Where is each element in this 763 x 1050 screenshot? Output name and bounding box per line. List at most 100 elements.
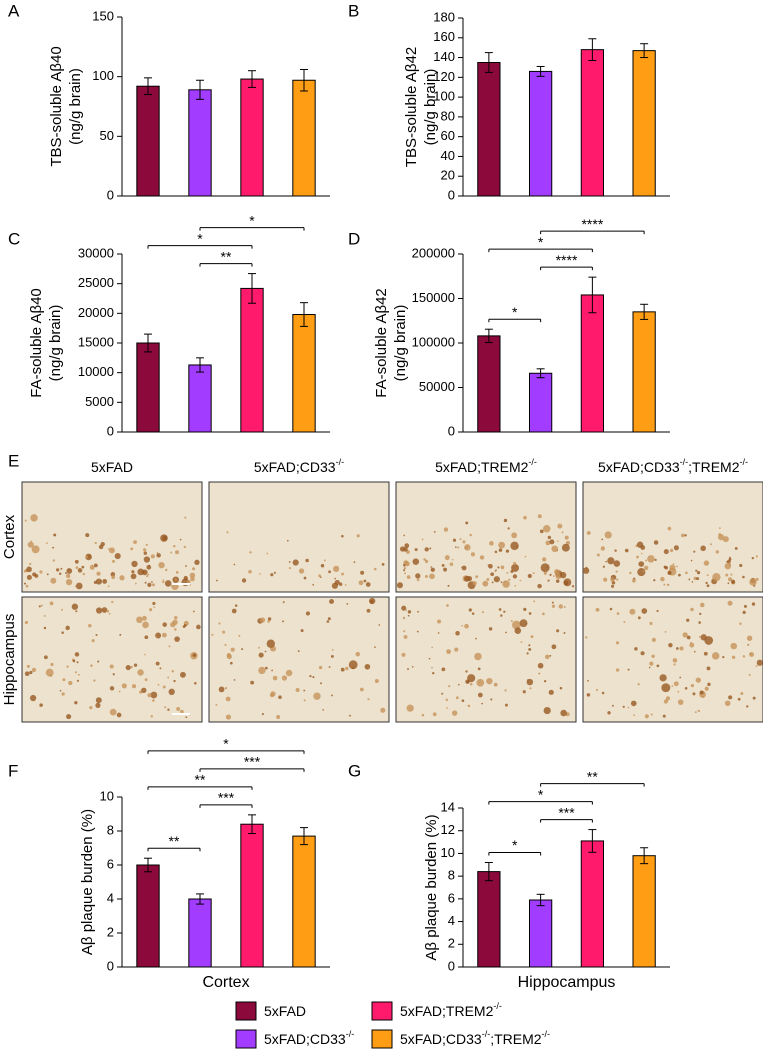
plaque — [269, 693, 275, 698]
plaque — [641, 608, 648, 614]
plaque — [475, 637, 477, 640]
plaque — [441, 563, 445, 567]
plaque — [95, 633, 98, 637]
superscript: -/- — [680, 457, 689, 467]
plaque — [26, 664, 30, 668]
plaque — [461, 625, 464, 627]
plaque — [514, 627, 522, 634]
plaque — [552, 575, 555, 577]
plaque — [130, 665, 133, 669]
plaque — [141, 687, 147, 693]
plaque — [755, 665, 758, 667]
plaque — [130, 573, 137, 580]
plaque — [149, 608, 153, 612]
plaque — [500, 565, 505, 570]
plaque — [333, 565, 340, 572]
plaque — [266, 639, 275, 648]
plaque — [661, 683, 671, 693]
micrograph — [208, 481, 390, 593]
y-tick-label: 14 — [441, 799, 455, 814]
plaque — [677, 699, 684, 705]
plaque — [486, 677, 493, 685]
plaque — [482, 580, 489, 587]
plaque — [470, 552, 476, 557]
plaque — [338, 582, 343, 586]
plaque — [131, 570, 135, 574]
plaque — [732, 581, 735, 584]
plaque — [547, 535, 552, 540]
plaque — [348, 660, 358, 670]
plaque — [601, 691, 605, 695]
plaque — [165, 568, 168, 572]
plaque — [425, 574, 428, 578]
plaque — [146, 575, 149, 578]
plaque — [676, 565, 678, 568]
significance-label: ** — [195, 772, 206, 788]
plaque — [367, 698, 370, 701]
plaque — [224, 687, 228, 690]
plaque — [131, 560, 138, 568]
plaque — [680, 533, 685, 538]
plaque — [690, 607, 694, 612]
x-axis-label: Cortex — [202, 974, 249, 991]
row-label: Cortex — [1, 514, 18, 559]
bar — [292, 835, 316, 968]
plaque — [477, 667, 481, 671]
y-tick-label: 0 — [448, 958, 455, 973]
plaque — [749, 652, 752, 656]
plaque — [542, 612, 545, 616]
plaque — [161, 632, 167, 638]
plaque — [512, 620, 521, 630]
y-axis-label: TBS-soluble Aβ42 — [403, 47, 420, 167]
plaque — [77, 673, 80, 676]
plaque — [479, 555, 485, 560]
plaque — [43, 655, 48, 660]
plaque — [65, 578, 73, 586]
plaque — [459, 538, 462, 541]
plaque — [722, 536, 729, 543]
plaque — [300, 629, 304, 633]
plaque — [669, 548, 674, 553]
plaque — [72, 659, 76, 663]
plaque — [461, 699, 465, 703]
plaque — [133, 663, 138, 667]
plaque — [615, 641, 620, 645]
plaque — [737, 697, 741, 701]
significance-label: **** — [581, 216, 603, 232]
plaque — [108, 612, 111, 615]
plaque — [156, 553, 161, 558]
plaque — [155, 636, 158, 639]
plaque — [406, 575, 411, 579]
plaque — [653, 540, 659, 545]
plaque — [699, 602, 705, 608]
text-part: ;TREM2 — [688, 459, 740, 475]
bar — [136, 85, 160, 197]
plaque — [58, 572, 62, 575]
plaque — [88, 623, 92, 628]
plaque — [451, 558, 454, 561]
plaque — [292, 559, 299, 566]
plaque — [563, 606, 566, 609]
y-tick-label: 80 — [441, 108, 455, 123]
plaque — [433, 530, 436, 533]
significance-label: *** — [244, 754, 261, 770]
bar — [292, 79, 316, 197]
plaque — [673, 545, 679, 551]
plaque — [328, 570, 331, 574]
bar — [632, 50, 656, 197]
plaque — [322, 709, 324, 711]
plaque — [323, 559, 326, 562]
plaque — [142, 621, 149, 629]
plaque — [98, 544, 104, 550]
plaque — [267, 617, 272, 621]
significance-label: * — [223, 736, 229, 752]
plaque — [43, 626, 47, 630]
plaque — [692, 692, 696, 696]
plaque — [218, 622, 221, 625]
y-tick-label: 100000 — [412, 334, 455, 349]
plaque — [31, 667, 37, 673]
plaque — [164, 706, 167, 709]
plaque — [530, 635, 534, 638]
plaque — [615, 668, 620, 672]
plaque — [71, 603, 79, 610]
